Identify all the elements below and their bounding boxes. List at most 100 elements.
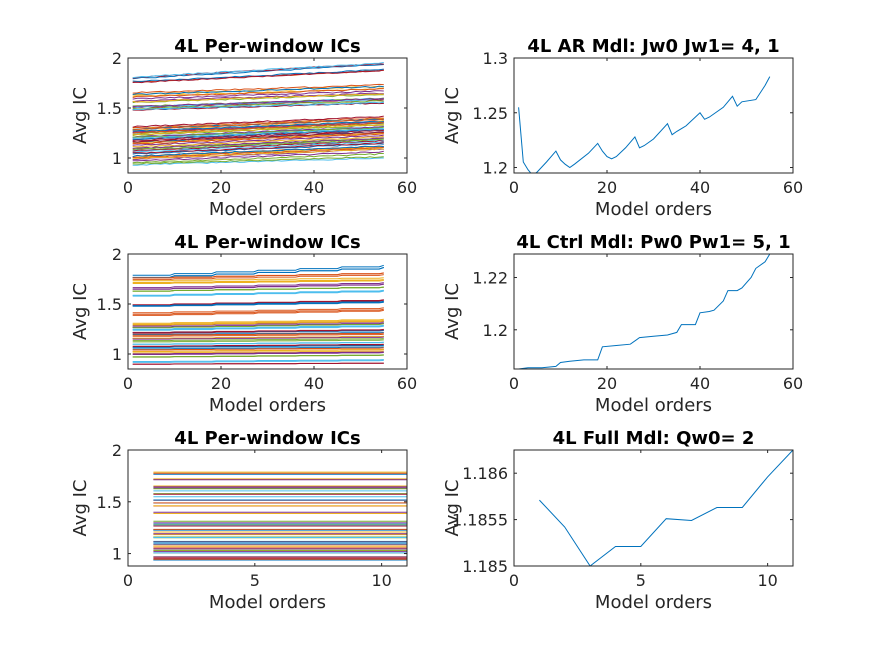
series-line [518,76,771,173]
x-axis-label: Model orders [595,592,712,613]
series-line [132,147,384,160]
x-tick-label: 0 [123,178,133,197]
series-line [132,277,384,282]
series-line [132,145,384,158]
series-line [132,274,384,281]
series-line [132,319,384,325]
series-group [153,471,407,561]
series-group [539,450,793,566]
axes-box [127,57,408,174]
series-line [132,307,384,314]
series-line [132,290,384,297]
x-tick-label: 60 [397,178,417,197]
series-line [132,150,384,162]
y-axis-label: Avg IC [442,87,463,144]
series-line [132,354,384,358]
series-line [132,93,384,103]
chart-title: 4L Per-window ICs [174,232,360,253]
series-line [132,122,384,134]
series-line [132,279,384,283]
series-line [539,450,793,566]
series-line [132,115,384,128]
series-line [132,308,384,315]
x-tick-label: 0 [123,571,133,590]
chart-panel-6: 0 5 10 1.185 1.1855 1.186 4L Full Mdl: Qw0= 2 M… [442,428,794,613]
y-tick-label: 2 [112,49,122,68]
axes-box [127,253,408,370]
series-line [132,157,384,166]
series-line [132,264,384,276]
series-line [132,85,384,95]
series-line [132,347,384,351]
series-line [132,344,384,348]
chart-title: 4L Ctrl Mdl: Pw0 Pw1= 5, 1 [516,232,790,253]
series-line [132,332,384,335]
x-tick-label: 40 [690,374,710,393]
x-axis-label: Model orders [209,395,326,416]
y-tick-label: 1 [112,345,122,364]
series-line [132,118,384,131]
series-line [132,339,384,343]
x-axis-label: Model orders [595,395,712,416]
series-group [132,264,384,365]
series-line [132,156,384,165]
x-tick-label: 10 [757,571,777,590]
series-line [132,351,384,355]
series-line [132,359,384,362]
series-line [132,131,384,143]
x-tick-label: 20 [211,374,231,393]
y-tick-label: 2 [112,245,122,264]
x-tick-label: 20 [211,178,231,197]
series-line [132,280,384,284]
series-line [132,128,384,140]
series-line [132,352,384,355]
x-axis-label: Model orders [595,199,712,220]
axes-box [127,449,408,567]
y-tick-label: 1.5 [97,295,122,314]
x-tick-label: 0 [123,374,133,393]
series-group [132,62,384,166]
chart-panel-2: 0 20 40 60 1.2 1.25 1.3 4L AR Mdl: Jw0 Jw1= 4, … [442,36,803,220]
series-line [132,341,384,345]
series-line [132,343,384,347]
series-line [132,286,384,292]
series-line [132,338,384,342]
y-tick-label: 1.186 [462,464,508,483]
series-line [132,152,384,164]
series-line [132,289,384,296]
y-tick-label: 1.22 [472,269,508,288]
y-tick-label: 1.5 [97,99,122,118]
series-line [132,323,384,329]
plot-area [514,58,793,173]
chart-panel-1: 0 20 40 60 1 1.5 2 4L Per-window ICs Model order… [70,36,417,220]
chart-title: 4L AR Mdl: Jw0 Jw1= 4, 1 [527,36,779,57]
x-axis-label: Model orders [209,199,326,220]
series-line [132,309,384,316]
series-line [132,346,384,350]
y-tick-label: 2 [112,441,122,460]
series-group [518,76,771,173]
series-line [132,92,384,103]
series-line [132,325,384,331]
x-tick-label: 5 [636,571,646,590]
x-tick-label: 10 [371,571,391,590]
y-axis-label: Avg IC [70,87,91,144]
series-line [132,335,384,339]
series-line [518,254,771,369]
x-tick-label: 40 [690,178,710,197]
y-tick-label: 1.25 [472,104,508,123]
series-line [132,272,384,279]
series-line [132,283,384,290]
series-line [132,282,384,289]
x-tick-label: 60 [783,178,803,197]
series-line [132,318,384,324]
series-line [132,320,384,326]
series-line [132,329,384,334]
x-tick-label: 40 [304,178,324,197]
series-line [132,146,384,159]
series-line [132,332,384,336]
y-tick-label: 1 [112,149,122,168]
y-axis-label: Avg IC [442,480,463,537]
axes-box [513,449,794,567]
